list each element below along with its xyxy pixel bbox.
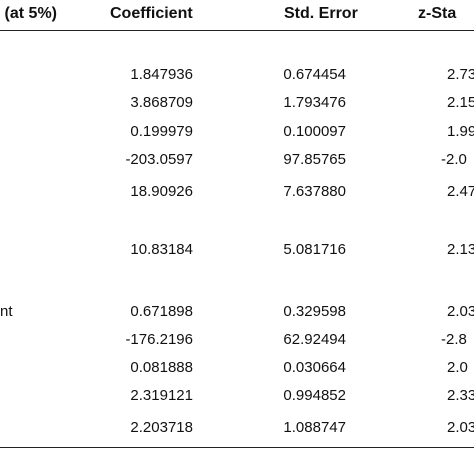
std-error-cell: 0.329598: [283, 303, 346, 320]
z-stat-cell: 2.0: [447, 359, 468, 376]
z-stat-cell: 2.47: [447, 183, 474, 200]
z-stat-cell: 1.99: [447, 123, 474, 140]
z-stat-cell: 2.03: [447, 303, 474, 320]
coefficient-cell: 2.319121: [130, 387, 193, 404]
std-error-cell: 0.674454: [283, 66, 346, 83]
z-stat-cell: 2.73: [447, 66, 474, 83]
std-error-cell: 97.85765: [283, 151, 346, 168]
z-stat-cell: 2.03: [447, 419, 474, 436]
coefficient-cell: 2.203718: [130, 419, 193, 436]
coefficient-cell: 0.081888: [130, 359, 193, 376]
column-header: (at 5%): [4, 5, 57, 22]
coefficient-cell: 10.83184: [130, 241, 193, 258]
bottom-rule: [0, 447, 474, 448]
column-header: Std. Error: [284, 5, 358, 22]
coefficient-cell: 0.199979: [130, 123, 193, 140]
z-stat-cell: -2.8: [441, 331, 467, 348]
std-error-cell: 1.793476: [283, 94, 346, 111]
z-stat-cell: 2.33: [447, 387, 474, 404]
std-error-cell: 5.081716: [283, 241, 346, 258]
column-header: z-Sta: [418, 5, 457, 22]
coefficient-cell: 18.90926: [130, 183, 193, 200]
std-error-cell: 7.637880: [283, 183, 346, 200]
std-error-cell: 62.92494: [283, 331, 346, 348]
header-rule: [0, 30, 474, 31]
z-stat-cell: -2.0: [441, 151, 467, 168]
z-stat-cell: 2.13: [447, 241, 474, 258]
column-header: Coefficient: [110, 5, 193, 22]
std-error-cell: 0.030664: [283, 359, 346, 376]
std-error-cell: 0.100097: [283, 123, 346, 140]
coefficient-cell: -203.0597: [125, 151, 193, 168]
z-stat-cell: 2.15: [447, 94, 474, 111]
row-label: nt: [0, 303, 13, 320]
coefficient-cell: 0.671898: [130, 303, 193, 320]
coefficient-cell: -176.2196: [125, 331, 193, 348]
coefficient-cell: 3.868709: [130, 94, 193, 111]
std-error-cell: 1.088747: [283, 419, 346, 436]
coefficient-cell: 1.847936: [130, 66, 193, 83]
std-error-cell: 0.994852: [283, 387, 346, 404]
